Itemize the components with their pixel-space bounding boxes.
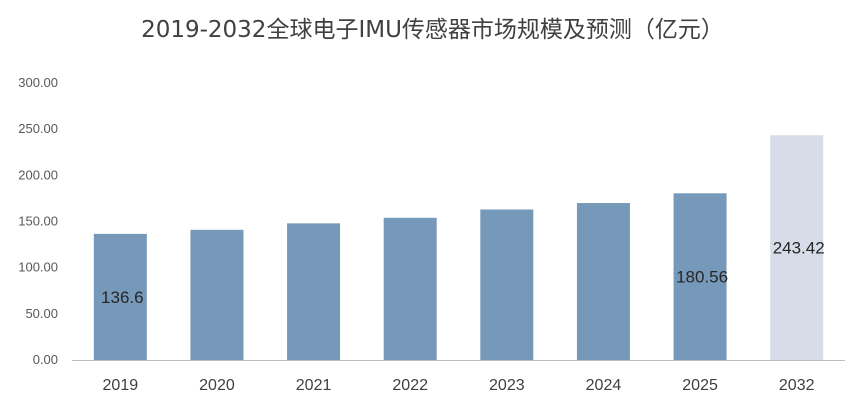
y-tick-label: 100.00 <box>18 260 58 275</box>
x-tick-label: 2024 <box>586 377 622 394</box>
x-tick-label: 2023 <box>489 377 525 394</box>
bar-2022 <box>383 217 437 360</box>
bar-2023 <box>480 209 534 360</box>
x-tick-label: 2020 <box>199 377 235 394</box>
bar-2032 <box>770 135 824 360</box>
x-tick-label: 2025 <box>682 377 718 394</box>
y-tick-label: 300.00 <box>18 75 58 90</box>
bar-2025 <box>673 193 727 360</box>
chart-title: 2019-2032全球电子IMU传感器市场规模及预测（亿元） <box>141 17 724 43</box>
y-tick-label: 150.00 <box>18 214 58 229</box>
data-label: 136.6 <box>101 288 144 307</box>
x-tick-label: 2021 <box>296 377 332 394</box>
y-tick-label: 0.00 <box>33 352 58 367</box>
x-tick-label: 2019 <box>103 377 139 394</box>
bar-2021 <box>287 223 341 360</box>
bar-2020 <box>190 229 244 360</box>
data-label: 243.42 <box>773 239 825 258</box>
bar-2024 <box>576 203 630 360</box>
x-tick-label: 2032 <box>779 377 815 394</box>
y-tick-label: 250.00 <box>18 121 58 136</box>
y-tick-label: 200.00 <box>18 167 58 182</box>
x-tick-label: 2022 <box>392 377 428 394</box>
bar-2019 <box>93 233 147 360</box>
data-label: 180.56 <box>676 268 728 287</box>
y-tick-label: 50.00 <box>25 306 58 321</box>
